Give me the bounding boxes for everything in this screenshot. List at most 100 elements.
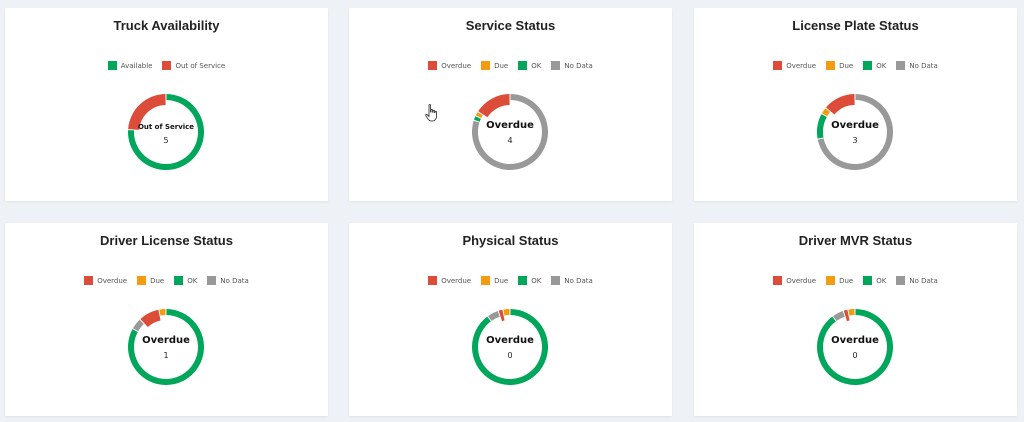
chart-legend: Overdue Due OK No Data xyxy=(5,276,328,285)
donut-center-label: Overdue xyxy=(831,120,879,131)
donut-svg xyxy=(472,309,548,385)
legend-swatch xyxy=(826,276,836,285)
legend-item-no-data[interactable]: No Data xyxy=(896,61,938,70)
donut-center-value: 4 xyxy=(507,136,513,145)
legend-item-ok[interactable]: OK xyxy=(518,276,541,285)
donut-chart[interactable]: Overdue 3 xyxy=(815,92,895,172)
legend-item-due[interactable]: Due xyxy=(826,61,853,70)
donut-segment[interactable] xyxy=(843,309,850,322)
card-title: Physical Status xyxy=(462,233,559,248)
legend-swatch xyxy=(863,61,873,70)
legend-label: Overdue xyxy=(786,276,817,285)
donut-segment[interactable] xyxy=(140,309,161,328)
legend-swatch xyxy=(137,276,147,285)
donut-segment[interactable] xyxy=(817,114,827,139)
legend-swatch xyxy=(518,276,528,285)
legend-label: Due xyxy=(839,61,854,70)
legend-label: Overdue xyxy=(97,276,128,285)
legend-label: Due xyxy=(839,276,854,285)
donut-segment[interactable] xyxy=(833,311,845,321)
legend-item-overdue[interactable]: Overdue xyxy=(773,276,816,285)
legend-item-out-of-service[interactable]: Out of Service xyxy=(162,61,225,70)
donut-svg xyxy=(817,309,893,385)
truck-availability-card: Truck Availability Available Out of Serv… xyxy=(5,8,328,201)
legend-label: Out of Service xyxy=(175,61,226,70)
legend-swatch xyxy=(896,276,906,285)
donut-chart[interactable]: Overdue 0 xyxy=(815,307,895,387)
donut-center-value: 0 xyxy=(507,351,513,360)
legend-label: Overdue xyxy=(786,61,817,70)
donut-segment[interactable] xyxy=(475,112,483,118)
legend-label: OK xyxy=(531,276,542,285)
legend-item-due[interactable]: Due xyxy=(481,276,508,285)
donut-chart[interactable]: Overdue 4 xyxy=(470,92,550,172)
legend-label: No Data xyxy=(909,276,938,285)
donut-chart[interactable]: Out of Service 5 xyxy=(126,92,206,172)
legend-swatch xyxy=(162,61,172,70)
donut-center-value: 1 xyxy=(163,351,169,360)
legend-item-ok[interactable]: OK xyxy=(863,276,886,285)
donut-segment[interactable] xyxy=(848,309,855,316)
donut-chart[interactable]: Overdue 0 xyxy=(470,307,550,387)
card-title: Driver MVR Status xyxy=(798,233,913,248)
legend-item-due[interactable]: Due xyxy=(826,276,853,285)
donut-segment[interactable] xyxy=(821,108,831,117)
legend-swatch xyxy=(773,61,783,70)
legend-item-overdue[interactable]: Overdue xyxy=(428,276,471,285)
legend-item-no-data[interactable]: No Data xyxy=(896,276,938,285)
card-title: Driver License Status xyxy=(100,233,233,248)
legend-swatch xyxy=(551,276,561,285)
legend-item-ok[interactable]: OK xyxy=(863,61,886,70)
legend-item-ok[interactable]: OK xyxy=(518,61,541,70)
donut-segment[interactable] xyxy=(132,319,144,332)
legend-item-no-data[interactable]: No Data xyxy=(207,276,249,285)
hand-pointer-icon xyxy=(425,104,437,122)
card-title: License Plate Status xyxy=(792,18,919,33)
legend-item-no-data[interactable]: No Data xyxy=(551,61,593,70)
donut-segment[interactable] xyxy=(159,309,166,316)
legend-label: Due xyxy=(494,61,509,70)
chart-legend: Available Out of Service xyxy=(5,61,328,70)
chart-legend: Overdue Due OK No Data xyxy=(349,61,672,70)
chart-legend: Overdue Due OK No Data xyxy=(694,276,1017,285)
donut-segment[interactable] xyxy=(826,94,855,115)
legend-label: OK xyxy=(531,61,542,70)
legend-swatch xyxy=(896,61,906,70)
donut-center-label: Out of Service xyxy=(137,123,195,131)
donut-segment[interactable] xyxy=(817,309,893,385)
donut-chart[interactable]: Overdue 1 xyxy=(126,307,206,387)
legend-label: No Data xyxy=(564,61,593,70)
donut-segment[interactable] xyxy=(488,311,500,321)
donut-center-label: Overdue xyxy=(486,120,534,131)
donut-segment[interactable] xyxy=(478,94,510,118)
legend-swatch xyxy=(84,276,94,285)
donut-segment[interactable] xyxy=(498,309,505,322)
legend-item-ok[interactable]: OK xyxy=(174,276,197,285)
legend-label: OK xyxy=(876,276,887,285)
legend-swatch xyxy=(551,61,561,70)
legend-label: Available xyxy=(120,61,153,70)
chart-legend: Overdue Due OK No Data xyxy=(349,276,672,285)
legend-swatch xyxy=(428,61,438,70)
physical-status-card: Physical Status Overdue Due OK No Data O… xyxy=(349,223,672,416)
legend-item-no-data[interactable]: No Data xyxy=(551,276,593,285)
legend-label: Overdue xyxy=(441,276,472,285)
legend-swatch xyxy=(518,61,528,70)
legend-swatch xyxy=(481,61,491,70)
legend-item-due[interactable]: Due xyxy=(481,61,508,70)
donut-segment[interactable] xyxy=(474,116,481,122)
legend-label: Due xyxy=(494,276,509,285)
donut-center-value: 3 xyxy=(852,136,858,145)
donut-segment[interactable] xyxy=(128,94,166,130)
legend-swatch xyxy=(174,276,184,285)
legend-swatch xyxy=(107,61,117,70)
legend-item-due[interactable]: Due xyxy=(137,276,164,285)
donut-segment[interactable] xyxy=(472,309,548,385)
legend-item-available[interactable]: Available xyxy=(107,61,153,70)
legend-item-overdue[interactable]: Overdue xyxy=(773,61,816,70)
service-status-card: Service Status Overdue Due OK No Data Ov… xyxy=(349,8,672,201)
legend-item-overdue[interactable]: Overdue xyxy=(84,276,127,285)
donut-segment[interactable] xyxy=(503,309,510,316)
legend-item-overdue[interactable]: Overdue xyxy=(428,61,471,70)
card-title: Service Status xyxy=(465,18,556,33)
